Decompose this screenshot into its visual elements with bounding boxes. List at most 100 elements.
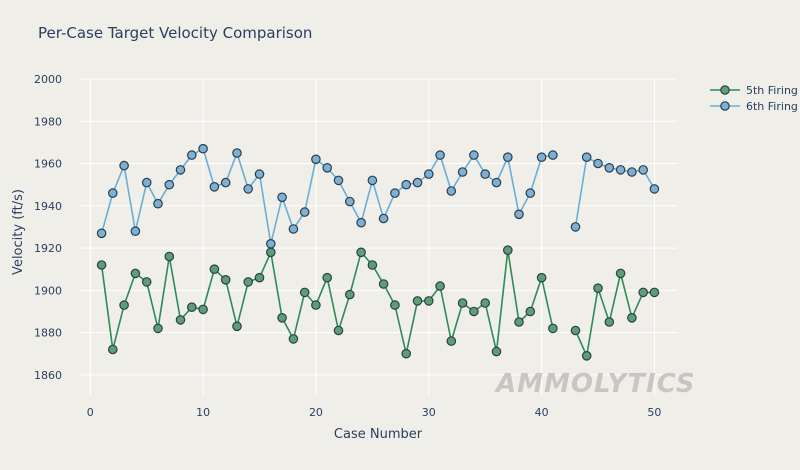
data-point <box>254 272 265 283</box>
series-layer <box>96 143 660 361</box>
data-point <box>311 300 321 310</box>
chart-title: Per-Case Target Velocity Comparison <box>38 24 312 42</box>
grid <box>79 78 677 396</box>
data-point <box>480 298 490 308</box>
data-point <box>220 274 231 285</box>
data-point <box>232 321 242 332</box>
data-point <box>164 179 175 190</box>
data-point <box>311 154 321 165</box>
series-line <box>574 273 655 359</box>
watermark: AMMOLYTICS <box>494 369 696 399</box>
data-point <box>446 186 457 196</box>
data-point <box>232 148 242 158</box>
x-tick-label: 20 <box>309 406 323 419</box>
data-point <box>288 224 299 234</box>
data-point <box>649 287 660 298</box>
data-point <box>277 192 287 203</box>
data-point <box>356 217 366 228</box>
data-point <box>322 163 332 173</box>
data-point <box>514 317 524 327</box>
data-point <box>570 325 581 336</box>
data-point <box>638 165 648 175</box>
data-point <box>401 348 411 359</box>
data-point <box>130 268 141 279</box>
data-point <box>333 175 344 186</box>
data-point <box>423 169 434 179</box>
data-point <box>401 179 411 190</box>
y-tick-label: 1980 <box>34 115 62 128</box>
x-ticks: 0 10 20 30 40 50 <box>87 406 662 419</box>
data-point <box>423 296 434 306</box>
data-point <box>119 160 129 171</box>
data-point <box>469 150 479 160</box>
data-point <box>243 184 253 194</box>
data-point <box>119 300 129 310</box>
legend-marker <box>720 101 730 111</box>
data-point <box>299 207 310 217</box>
data-point <box>367 260 378 270</box>
legend-marker <box>720 85 730 95</box>
data-point <box>412 296 423 306</box>
data-point <box>356 247 366 258</box>
y-tick-label: 1860 <box>34 369 62 382</box>
y-tick-label: 1940 <box>34 200 62 213</box>
data-point <box>570 222 581 232</box>
data-point <box>480 169 490 179</box>
y-axis-label: Velocity (ft/s) <box>11 189 26 275</box>
data-point <box>141 177 152 188</box>
data-point <box>322 272 332 283</box>
data-point <box>615 165 626 175</box>
data-point <box>141 277 152 287</box>
data-point <box>164 251 175 262</box>
x-tick-label: 40 <box>535 406 549 419</box>
data-point <box>525 188 536 198</box>
data-point <box>390 188 400 198</box>
series-2 <box>96 143 660 249</box>
data-point <box>457 167 468 177</box>
data-point <box>108 188 118 198</box>
data-point <box>108 344 118 355</box>
data-point <box>254 169 265 179</box>
x-tick-label: 10 <box>196 406 210 419</box>
data-point <box>469 306 479 317</box>
data-point <box>344 289 355 300</box>
data-point <box>502 245 513 255</box>
data-point <box>536 152 547 162</box>
data-point <box>491 346 502 357</box>
data-point <box>209 264 220 274</box>
x-tick-label: 30 <box>422 406 436 419</box>
data-point <box>367 175 378 186</box>
data-point <box>265 247 276 258</box>
y-tick-label: 1920 <box>34 242 62 255</box>
data-point <box>649 184 660 194</box>
data-point <box>604 163 615 173</box>
data-point <box>581 152 592 162</box>
y-tick-label: 1900 <box>34 284 62 297</box>
data-point <box>548 323 558 334</box>
data-point <box>198 304 208 315</box>
y-tick-label: 2000 <box>34 73 62 86</box>
data-point <box>604 317 615 327</box>
data-point <box>209 182 220 192</box>
x-axis-label: Case Number <box>334 427 423 442</box>
data-point <box>390 300 400 310</box>
data-point <box>536 272 547 283</box>
data-point <box>446 336 457 346</box>
data-point <box>593 283 603 293</box>
data-point <box>96 260 107 270</box>
data-point <box>581 350 592 361</box>
data-point <box>525 306 536 317</box>
legend-label: 5th Firing <box>746 84 798 97</box>
y-tick-label: 1880 <box>34 327 62 340</box>
data-point <box>153 198 163 209</box>
data-point <box>548 150 558 160</box>
data-point <box>615 268 626 279</box>
data-point <box>435 150 445 160</box>
data-point <box>435 281 445 291</box>
series-line <box>100 147 554 244</box>
data-point <box>378 279 389 289</box>
data-point <box>288 334 299 344</box>
data-point <box>265 239 276 249</box>
data-point <box>638 287 648 298</box>
